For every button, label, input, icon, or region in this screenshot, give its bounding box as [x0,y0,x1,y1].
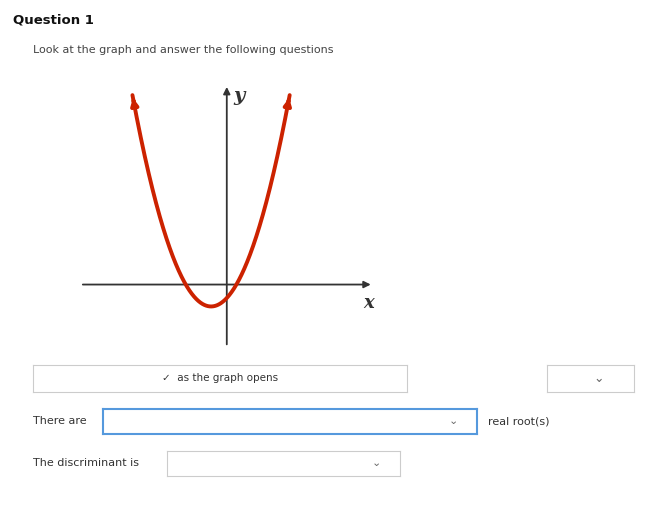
Text: The discriminant is: The discriminant is [33,458,139,469]
Text: There are: There are [33,416,87,427]
Text: real root(s): real root(s) [488,416,549,427]
Text: Question 1: Question 1 [13,13,94,26]
Text: ⌄: ⌄ [449,416,458,427]
Text: ⌄: ⌄ [372,458,382,469]
Text: ✓  as the graph opens: ✓ as the graph opens [162,373,278,383]
Text: y: y [233,87,244,105]
Text: Look at the graph and answer the following questions: Look at the graph and answer the followi… [33,45,334,55]
Text: ⌄: ⌄ [594,372,604,385]
Text: x: x [363,294,374,312]
